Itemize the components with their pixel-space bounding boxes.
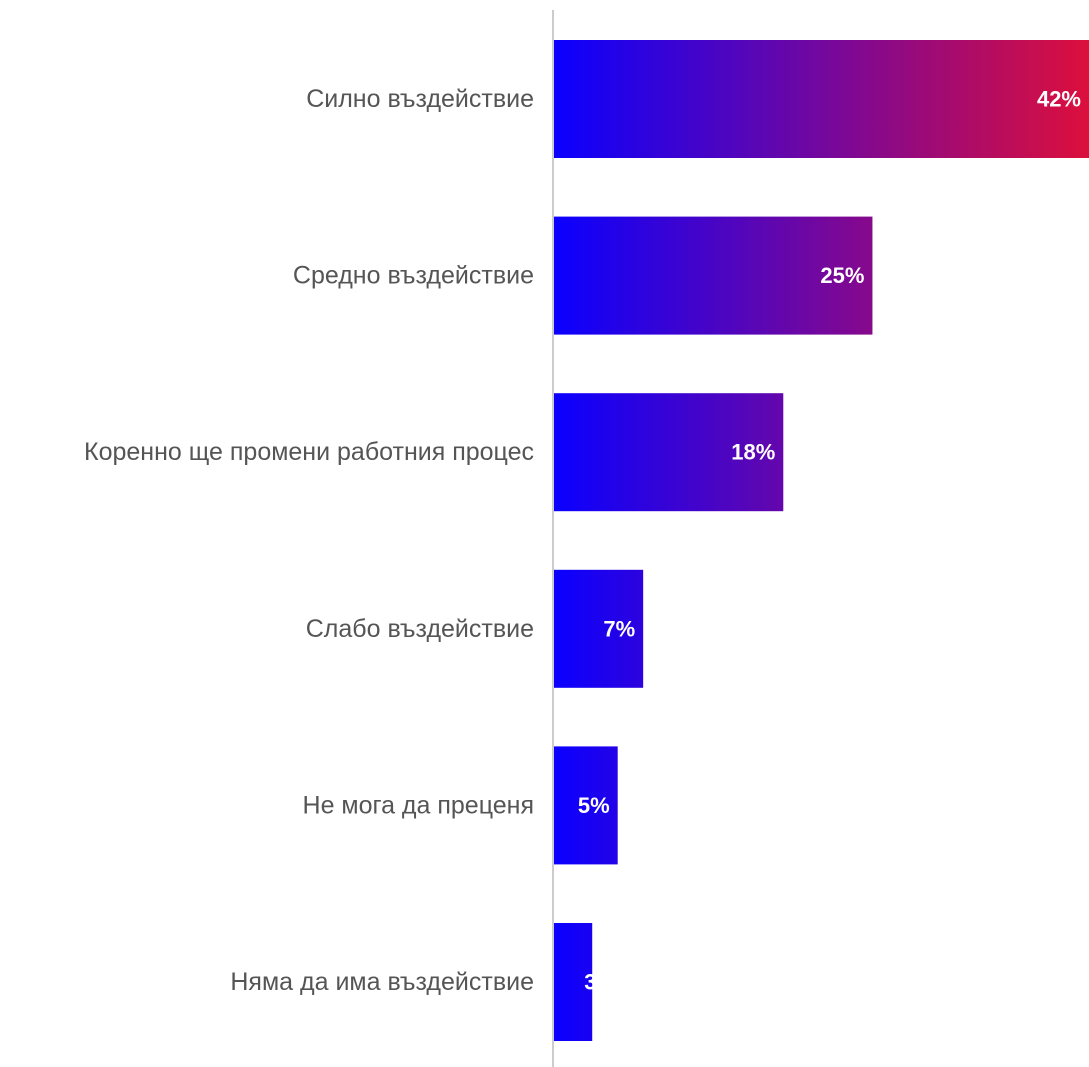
category-label-1: Средно въздействие xyxy=(293,262,534,290)
value-label-1: 25% xyxy=(820,263,864,288)
value-label-4: 5% xyxy=(578,793,610,818)
value-label-2: 18% xyxy=(731,440,775,465)
category-label-0: Силно въздействие xyxy=(306,85,534,113)
category-labels: Силно въздействие Средно въздействие Корен… xyxy=(84,85,534,996)
value-label-0: 42% xyxy=(1037,87,1081,112)
category-label-5: Няма да има въздействие xyxy=(230,968,534,996)
bar-0 xyxy=(554,40,1089,158)
value-label-5: 3% xyxy=(584,970,616,995)
bars-group xyxy=(554,40,1089,1041)
bar-5 xyxy=(554,923,593,1041)
bar-1 xyxy=(554,216,873,335)
bar-2 xyxy=(554,393,784,512)
category-label-3: Слабо въздействие xyxy=(306,615,534,643)
bar-4 xyxy=(554,746,618,865)
value-labels: 42% 25% 18% 7% 5% 3% xyxy=(578,87,1081,995)
value-label-3: 7% xyxy=(603,616,635,641)
category-label-2: Коренно ще промени работния процес xyxy=(84,438,534,466)
category-label-4: Не мога да преценя xyxy=(303,791,534,819)
bar-3 xyxy=(554,569,644,688)
